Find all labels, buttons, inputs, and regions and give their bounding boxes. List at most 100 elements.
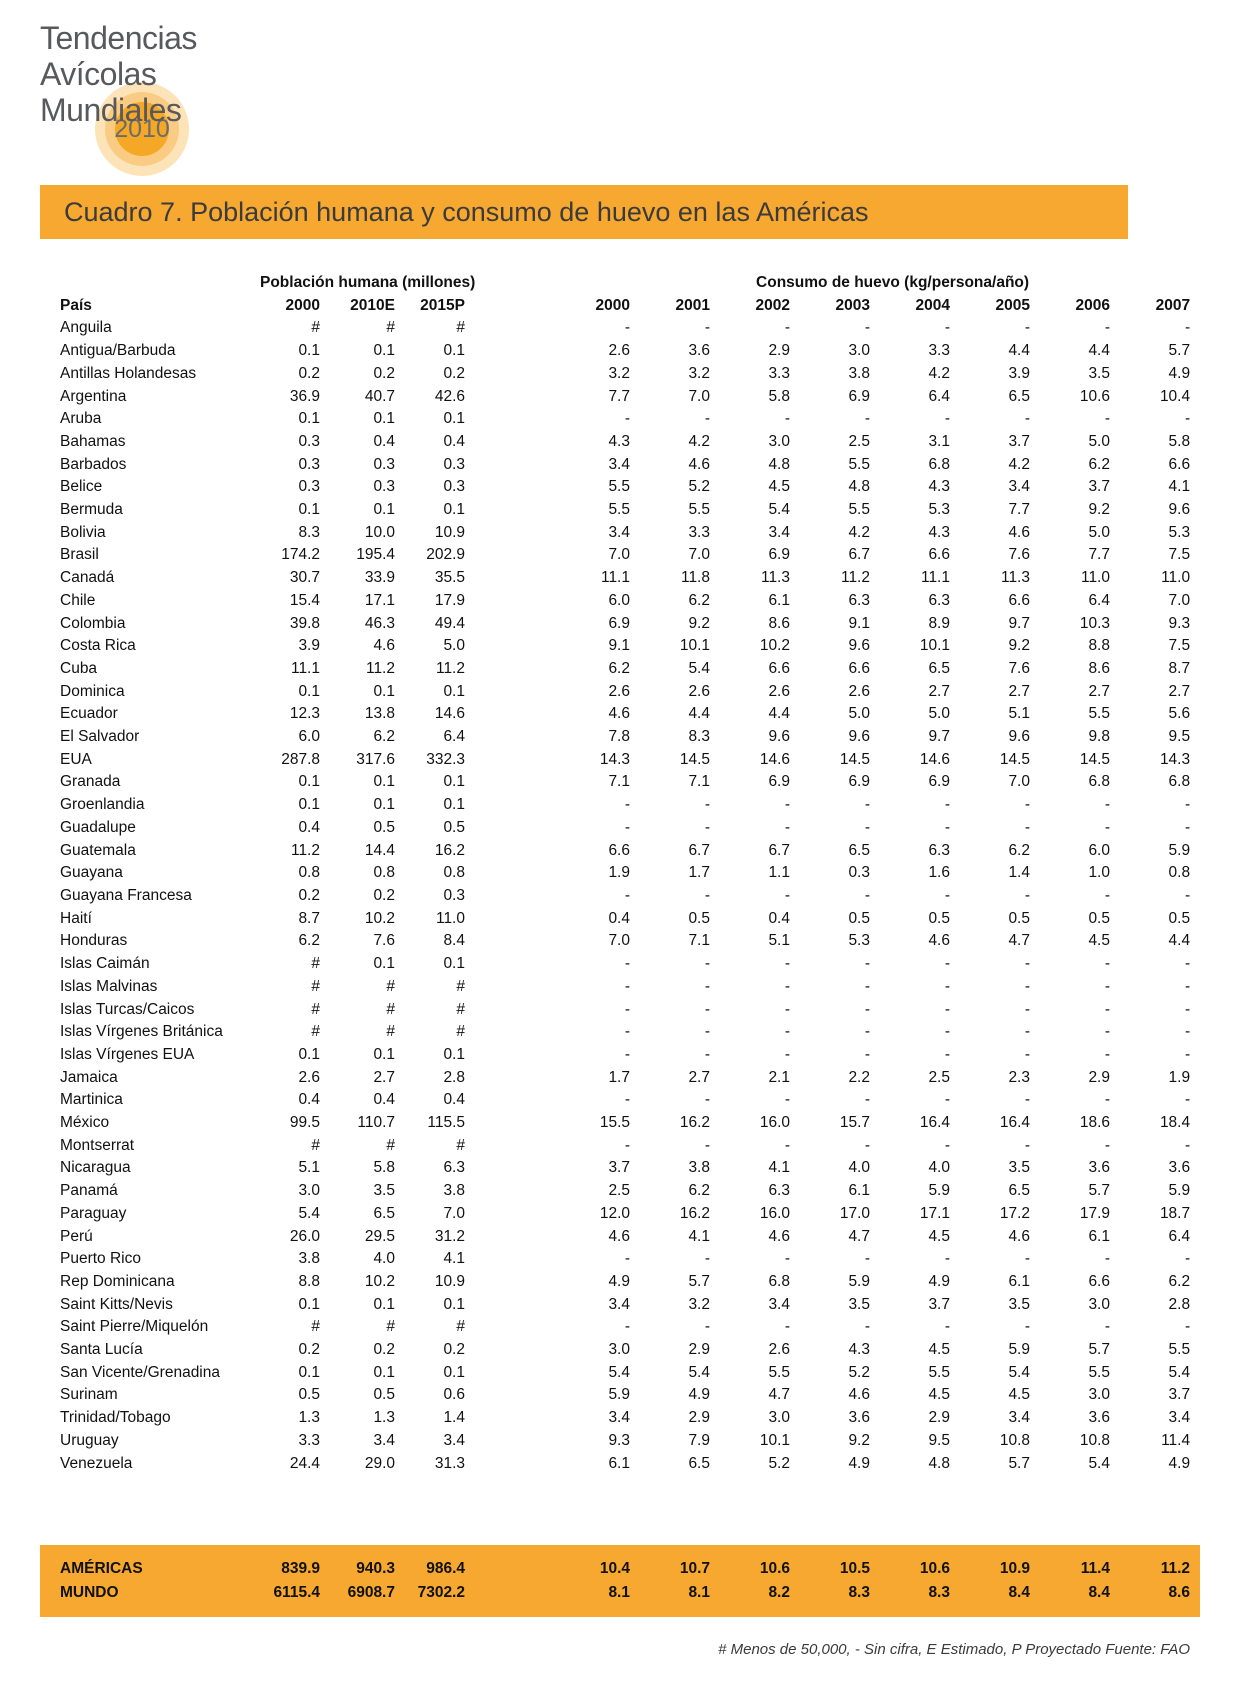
- country-cell: Trinidad/Tobago: [60, 1409, 171, 1427]
- consumption-cell: 4.6: [608, 705, 630, 723]
- consumption-cell: 3.4: [1008, 478, 1030, 496]
- country-cell: Guadalupe: [60, 818, 136, 836]
- group-header-row: Población humana (millones) Consumo de h…: [60, 272, 1190, 295]
- consumption-cell: 9.6: [848, 637, 870, 655]
- consumption-cell: 3.0: [768, 1409, 790, 1427]
- population-cell: 0.1: [373, 410, 395, 428]
- population-cell: 2.8: [443, 1068, 465, 1086]
- population-cell: 0.1: [443, 410, 465, 428]
- consumption-cell: 3.4: [768, 1295, 790, 1313]
- consumption-cell: 8.3: [848, 1584, 870, 1602]
- spacer-cell: [465, 1271, 550, 1294]
- consumption-cell: 4.4: [768, 705, 790, 723]
- consumption-cell: -: [864, 818, 870, 836]
- consumption-cell: 16.2: [679, 1114, 710, 1132]
- population-cell: 0.1: [443, 1045, 465, 1063]
- consumption-cell: -: [864, 977, 870, 995]
- consumption-cell: 3.4: [1008, 1409, 1030, 1427]
- consumption-cell: 6.2: [608, 659, 630, 677]
- consumption-cell: 3.4: [608, 1295, 630, 1313]
- consumption-cell: -: [704, 796, 710, 814]
- population-cell: 0.1: [443, 1363, 465, 1381]
- consumption-cell: 6.2: [1008, 841, 1030, 859]
- consumption-cell: -: [1104, 410, 1110, 428]
- population-cell: 317.6: [356, 750, 395, 768]
- consumption-cell: 7.0: [688, 387, 710, 405]
- consumption-cell: 4.0: [928, 1159, 950, 1177]
- spacer-cell: [465, 1203, 550, 1226]
- consumption-cell: 2.5: [848, 432, 870, 450]
- spacer-cell: [465, 930, 550, 953]
- consumption-cell: 6.0: [1088, 841, 1110, 859]
- consumption-cell: 16.4: [999, 1114, 1030, 1132]
- consumption-cell: 4.5: [1008, 1386, 1030, 1404]
- spacer-cell: [465, 613, 550, 636]
- population-cell: #: [456, 1136, 465, 1154]
- table-title-bar: Cuadro 7. Población humana y consumo de …: [40, 185, 1128, 239]
- population-cell: 3.4: [373, 1431, 395, 1449]
- consumption-cell: 9.6: [848, 728, 870, 746]
- consumption-cell: 4.6: [1008, 523, 1030, 541]
- consumption-cell: 6.4: [1168, 1227, 1191, 1245]
- consumption-cell: -: [864, 1000, 870, 1018]
- country-cell: Canadá: [60, 569, 115, 587]
- consumption-cell: -: [784, 818, 790, 836]
- consumption-cell: 5.1: [1008, 705, 1030, 723]
- population-cell: 0.1: [443, 955, 465, 973]
- consumption-cell: 5.4: [768, 501, 790, 519]
- table-row: Panamá 3.0 3.5 3.8 2.5 6.2 6.3 6.1 5.9 6.5 5.7 5.9: [60, 1180, 1190, 1203]
- consumption-cell: 4.5: [1088, 932, 1110, 950]
- consumption-cell: 5.9: [608, 1386, 630, 1404]
- spacer-cell: [465, 1407, 550, 1430]
- consumption-cell: 17.2: [999, 1204, 1030, 1222]
- consumption-cell: 6.8: [768, 1272, 790, 1290]
- consumption-cell: 5.4: [1008, 1363, 1030, 1381]
- consumption-cell: 5.5: [608, 478, 630, 496]
- consumption-cell: 2.7: [1008, 682, 1030, 700]
- consumption-cell: -: [944, 1091, 950, 1109]
- consumption-cell: 7.6: [1008, 659, 1030, 677]
- population-cell: 16.2: [434, 841, 465, 859]
- population-cell: 0.8: [373, 864, 395, 882]
- population-cell: 0.1: [298, 1363, 320, 1381]
- table-row: Islas Vírgenes EUA 0.1 0.1 0.1 - - - - - - - -: [60, 1044, 1190, 1067]
- consumption-cell: 10.6: [759, 1560, 790, 1578]
- consumption-cell: 6.4: [1088, 591, 1110, 609]
- consumption-cell: 5.0: [1088, 523, 1110, 541]
- consumption-cell: 4.4: [1008, 342, 1030, 360]
- consumption-cell: 5.9: [928, 1182, 950, 1200]
- group-header-consumption: Consumo de huevo (kg/persona/año): [756, 274, 1030, 291]
- consumption-cell: 11.2: [1160, 1560, 1190, 1578]
- consumption-cell: -: [1024, 818, 1030, 836]
- population-cell: 0.1: [373, 1363, 395, 1381]
- spacer-cell: [465, 454, 550, 477]
- consumption-cell: 2.9: [688, 1341, 710, 1359]
- spacer-cell: [465, 1557, 550, 1581]
- population-cell: 0.3: [443, 886, 465, 904]
- consumption-cell: 5.5: [1168, 1341, 1191, 1359]
- population-cell: 11.0: [435, 909, 465, 927]
- spacer-cell: [465, 522, 550, 545]
- consumption-cell: -: [704, 1136, 710, 1154]
- consumption-cell: 4.8: [768, 455, 790, 473]
- column-header-year: 2007: [1155, 296, 1191, 314]
- country-cell: Rep Dominicana: [60, 1272, 175, 1290]
- population-cell: 0.1: [443, 682, 465, 700]
- consumption-cell: -: [1184, 1045, 1191, 1063]
- consumption-cell: 6.5: [928, 659, 950, 677]
- consumption-cell: 17.9: [1079, 1204, 1110, 1222]
- table-row: Montserrat # # # - - - - - - - -: [60, 1135, 1190, 1158]
- consumption-cell: 11.1: [600, 569, 630, 587]
- spacer-cell: [465, 1316, 550, 1339]
- population-cell: #: [311, 1136, 320, 1154]
- consumption-cell: 3.4: [608, 523, 630, 541]
- consumption-cell: 3.2: [688, 1295, 710, 1313]
- consumption-cell: 11.8: [680, 569, 710, 587]
- consumption-cell: 2.9: [1088, 1068, 1110, 1086]
- table-row: Martinica 0.4 0.4 0.4 - - - - - - - -: [60, 1089, 1190, 1112]
- consumption-cell: 6.9: [848, 773, 870, 791]
- table-row: Guadalupe 0.4 0.5 0.5 - - - - - - - -: [60, 817, 1190, 840]
- spacer-cell: [465, 1226, 550, 1249]
- consumption-cell: 1.9: [1168, 1068, 1191, 1086]
- table-row: Saint Pierre/Miquelón # # # - - - - - - - -: [60, 1316, 1190, 1339]
